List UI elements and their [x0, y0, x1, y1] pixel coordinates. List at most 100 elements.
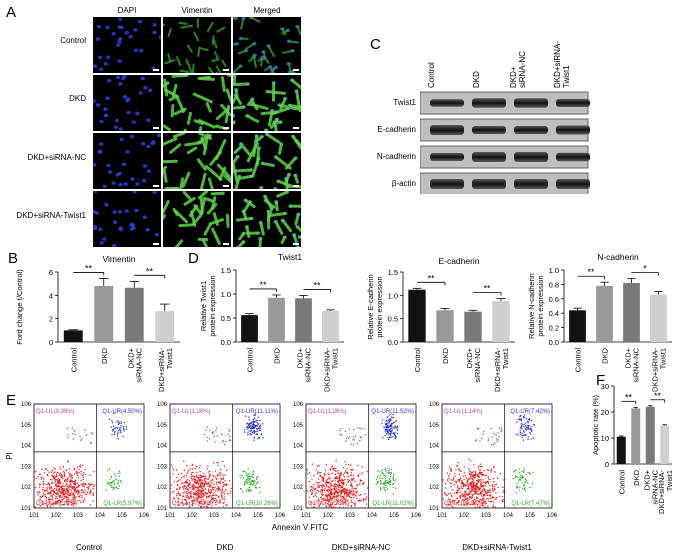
flow-event-ll — [219, 501, 221, 504]
flow-event-ll — [325, 489, 328, 492]
flow-event-ll — [68, 472, 70, 474]
flow-event-lr — [376, 476, 379, 478]
flow-event-ll — [480, 480, 482, 483]
flow-event-ur — [118, 427, 120, 429]
flow-y-tick: 101 — [21, 506, 32, 512]
flow-event-ur — [117, 432, 119, 434]
flow-event-lr — [393, 482, 395, 485]
flow-event-ll — [83, 483, 86, 486]
flow-event-ll — [67, 486, 70, 488]
flow-event-ll — [343, 489, 345, 491]
flow-event-lr — [255, 487, 258, 489]
flow-event-ur — [117, 421, 120, 423]
flow-event-ur — [528, 418, 531, 420]
flow-event-ll — [57, 478, 59, 480]
flow-event-ll — [82, 500, 85, 502]
flow-event-ll — [86, 491, 89, 494]
flow-event-ul — [91, 433, 94, 435]
row-label-dkd-sirna-twist1: DKD+siRNA-Twist1 — [16, 211, 86, 220]
bar — [436, 310, 454, 342]
flow-event-ll — [62, 504, 65, 506]
flow-event-ll — [445, 482, 447, 485]
flow-event-ll — [66, 500, 69, 502]
flow-event-ll — [342, 474, 345, 476]
flow-event-ll — [330, 488, 333, 491]
flow-event-ll — [335, 490, 338, 492]
y-axis-label: Relative Twist1 — [199, 281, 208, 331]
flow-event-ll — [343, 496, 345, 498]
flow-event-ll — [203, 484, 206, 486]
flow-event-ll — [203, 494, 206, 497]
flow-event-ll — [74, 496, 76, 498]
flow-event-ll — [333, 496, 336, 498]
flow-event-ll — [39, 483, 42, 485]
flow-event-ll — [212, 501, 214, 503]
flow-event-ll — [46, 486, 48, 489]
flow-event-ur — [125, 426, 128, 428]
flow-event-ur — [256, 438, 259, 440]
flow-event-ll — [480, 486, 483, 489]
flow-event-lr — [241, 491, 244, 493]
flow-event-lr — [118, 485, 120, 487]
flow-event-ll — [321, 485, 323, 487]
flow-event-ll — [493, 465, 495, 468]
flow-event-ll — [458, 481, 461, 483]
flow-event-ll — [34, 486, 37, 489]
flow-event-ll — [319, 474, 322, 477]
flow-event-ll — [45, 499, 47, 501]
flow-event-ll — [471, 478, 474, 480]
flow-event-ll — [328, 489, 331, 491]
flow-event-ll — [493, 487, 496, 490]
flow-event-ur — [527, 428, 529, 431]
flow-event-ll — [173, 490, 175, 493]
flow-event-ll — [476, 486, 478, 488]
flow-x-tick: 101 — [437, 513, 448, 519]
flow-event-ll — [81, 484, 84, 487]
flow-event-ll — [318, 499, 320, 502]
flow-event-ll — [467, 482, 469, 485]
flow-event-ll — [449, 504, 451, 506]
flow-event-ur — [530, 429, 532, 431]
flow-event-ll — [195, 465, 197, 468]
blot-lane-label-control: Control — [427, 62, 436, 88]
flow-event-ur — [122, 427, 124, 430]
flow-event-ll — [478, 500, 481, 503]
flow-event-ll — [317, 484, 319, 486]
flow-event-ll — [56, 485, 59, 488]
flow-event-ll — [324, 486, 326, 488]
flow-event-lr — [524, 487, 526, 489]
flow-event-lr — [524, 490, 527, 492]
flow-event-ll — [335, 467, 337, 470]
flow-event-ll — [80, 483, 82, 486]
flow-event-lr — [383, 487, 385, 489]
flow-event-ll — [214, 497, 217, 500]
flow-event-ll — [463, 496, 465, 498]
y-tick-label: 6 — [49, 268, 53, 277]
flow-event-ll — [70, 473, 73, 475]
flow-event-lr — [389, 483, 392, 485]
flow-event-ur — [519, 418, 521, 420]
flow-event-ur — [381, 422, 383, 424]
flow-event-ll — [481, 495, 483, 497]
flow-event-ll — [503, 479, 505, 481]
flow-event-lr — [518, 478, 521, 481]
flow-event-ll — [340, 498, 342, 501]
flow-event-ur — [252, 426, 255, 429]
flow-event-ll — [200, 474, 202, 477]
flow-event-ur — [529, 428, 531, 430]
flow-event-ll — [183, 469, 186, 471]
flow-event-lr — [377, 480, 379, 483]
flow-event-ll — [180, 477, 183, 479]
flow-event-ll — [340, 486, 342, 489]
flow-event-ur — [247, 423, 250, 426]
flow-event-lr — [242, 470, 245, 473]
flow-x-tick: 101 — [165, 513, 176, 519]
flow-event-ul — [353, 439, 355, 441]
category-label: DKD+ — [296, 347, 305, 368]
flow-event-ll — [217, 464, 219, 467]
flow-event-ll — [212, 486, 214, 489]
flow-event-ll — [43, 472, 46, 474]
flow-event-ll — [50, 495, 52, 497]
flow-event-ll — [340, 492, 342, 495]
